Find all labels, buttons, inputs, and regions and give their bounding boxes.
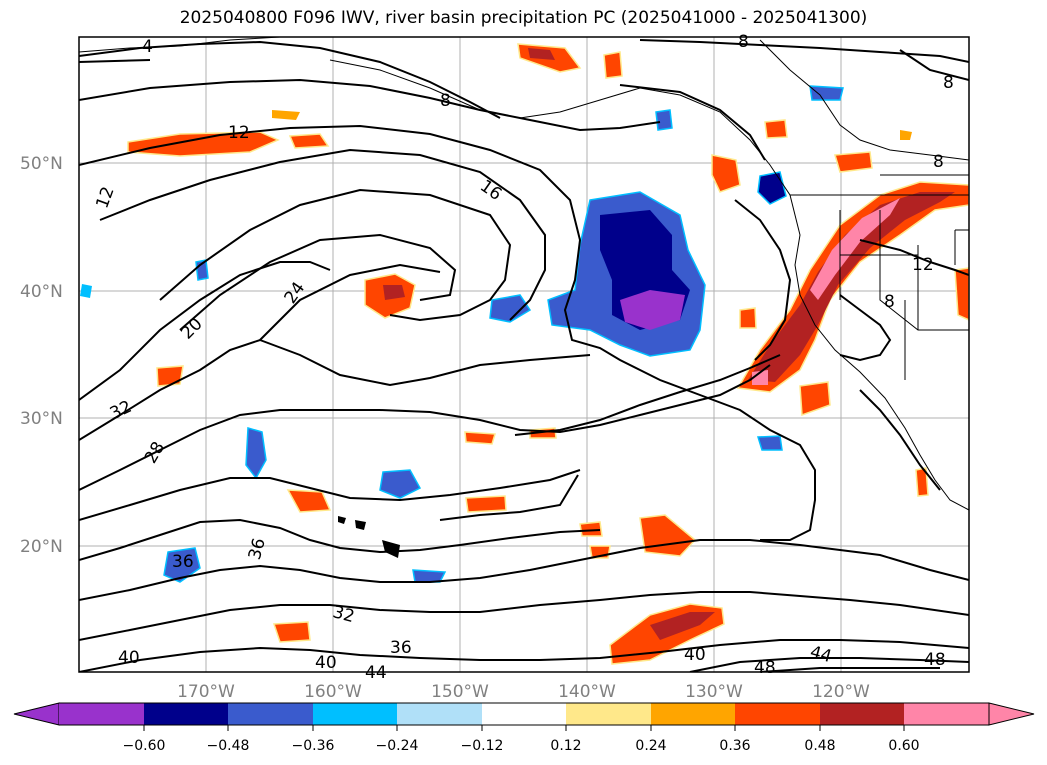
contour-label: 36 (172, 552, 194, 572)
colorbar-segment (228, 703, 313, 725)
contour-label: 36 (390, 638, 412, 658)
lat-label-40n: 40°N (20, 282, 63, 302)
colorbar-tick: −0.60 (123, 738, 166, 754)
colorbar-segment (59, 703, 144, 725)
pc-blob-central-max (620, 290, 685, 330)
positive-pc-regions (127, 43, 969, 665)
contour-label: 8 (738, 32, 749, 52)
lat-label-20n: 20°N (20, 537, 63, 557)
colorbar-tick: −0.36 (292, 738, 335, 754)
contour-label: 40 (315, 653, 337, 673)
lat-label-50n: 50°N (20, 154, 63, 174)
lon-label-140w: 140°W (558, 682, 616, 702)
lon-label-130w: 130°W (685, 682, 743, 702)
pc-band-westcoast-inner (748, 192, 955, 382)
colorbar-tick: 0.36 (719, 738, 750, 754)
negative-pc-regions (80, 85, 844, 583)
colorbar-segment (313, 703, 397, 725)
colorbar-segment (820, 703, 904, 725)
contour-label: 8 (884, 292, 895, 312)
iwv-contours (79, 39, 969, 672)
map-frame (78, 36, 970, 673)
pc-band-westcoast-max (810, 198, 900, 300)
lon-label-120w: 120°W (812, 682, 870, 702)
lon-label-160w: 160°W (304, 682, 362, 702)
colorbar-tick: −0.24 (376, 738, 419, 754)
contour-label: 48 (754, 658, 776, 678)
colorbar-segment (566, 703, 651, 725)
contour-label: 8 (440, 91, 451, 111)
hawaii-islands (338, 516, 400, 558)
contour-label: 8 (943, 73, 954, 93)
longitude-labels: 170°W 160°W 150°W 140°W 130°W 120°W (177, 682, 870, 702)
contour-label: 48 (924, 650, 946, 670)
contour-label: 44 (365, 663, 387, 683)
colorbar-tick: 0.48 (804, 738, 835, 754)
contour-label: 4 (142, 37, 153, 57)
colorbar-segment (144, 703, 228, 725)
map-area (79, 37, 969, 672)
colorbar-tick: −0.12 (461, 738, 504, 754)
colorbar-tick: 0.24 (635, 738, 666, 754)
lon-label-170w: 170°W (177, 682, 235, 702)
lon-label-150w: 150°W (431, 682, 489, 702)
contour-label: 40 (684, 645, 706, 665)
colorbar-segment (651, 703, 735, 725)
contour-label: 8 (933, 152, 944, 172)
latitude-labels: 50°N 40°N 30°N 20°N (20, 154, 63, 557)
colorbar-segment (735, 703, 820, 725)
colorbar-tick: 0.12 (550, 738, 581, 754)
contour-label: 12 (228, 123, 250, 143)
contour-label: 12 (912, 255, 934, 275)
colorbar: −0.60 −0.48 −0.36 −0.24 −0.12 0.12 0.24 … (13, 702, 1035, 754)
map-title: 2025040800 F096 IWV, river basin precipi… (179, 8, 868, 28)
contour-label: 40 (118, 648, 140, 668)
colorbar-segment (482, 703, 566, 725)
lat-label-30n: 30°N (20, 409, 63, 429)
colorbar-extend-left (13, 702, 60, 726)
colorbar-extend-right (988, 702, 1035, 726)
colorbar-segment (904, 703, 989, 725)
colorbar-tick: −0.48 (207, 738, 250, 754)
colorbar-tick: 0.60 (888, 738, 919, 754)
colorbar-segment (397, 703, 482, 725)
